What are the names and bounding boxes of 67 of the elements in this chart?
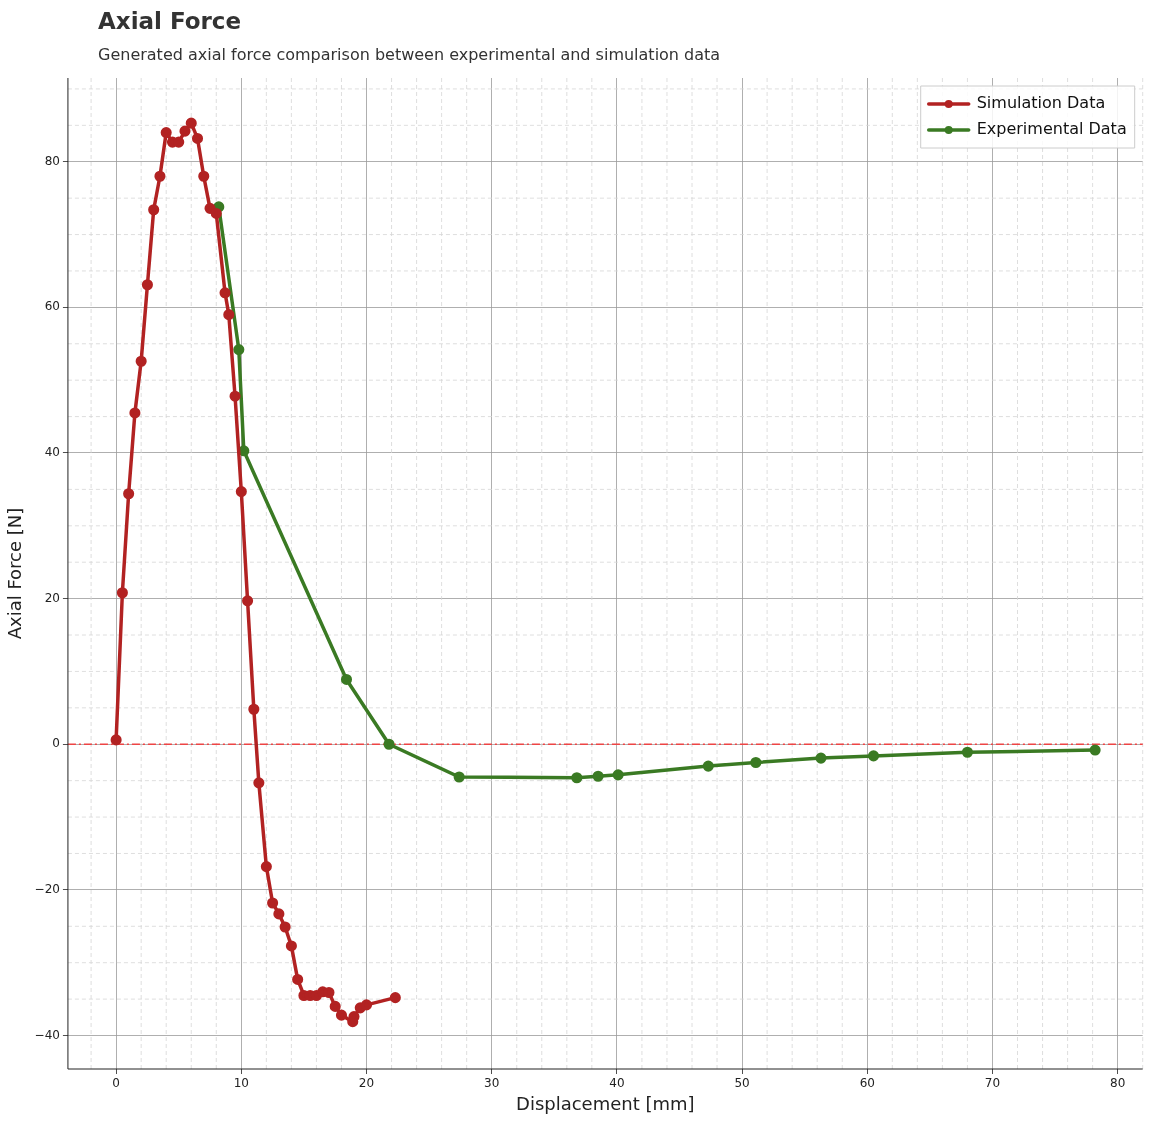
point (329, 1000, 341, 1012)
y-tick-label: −20 (34, 882, 60, 896)
x-tick-label: 30 (484, 1076, 500, 1091)
point (867, 750, 880, 762)
point (267, 897, 279, 909)
chart-title: Axial Force (98, 8, 242, 34)
point (292, 973, 304, 985)
point (160, 127, 172, 139)
point (204, 202, 216, 214)
point (248, 703, 260, 715)
point (389, 992, 401, 1004)
point (702, 760, 714, 772)
point (285, 940, 297, 952)
y-tick-label: −40 (34, 1027, 60, 1042)
point (242, 595, 254, 607)
point (135, 355, 147, 367)
point (129, 407, 141, 419)
point (210, 207, 222, 219)
y-tick-label: 80 (44, 153, 60, 168)
point (273, 908, 285, 920)
y-tick-label: 60 (44, 299, 60, 314)
point (340, 673, 353, 685)
point (750, 756, 762, 768)
point (141, 279, 153, 291)
point (219, 287, 231, 299)
point (383, 738, 395, 750)
point (185, 117, 197, 129)
y-axis-title: Axial Force [N] (4, 507, 26, 640)
point (110, 734, 122, 746)
point (279, 921, 291, 933)
point (571, 772, 583, 784)
point (229, 390, 241, 402)
point (453, 771, 465, 783)
x-tick-label: 0 (112, 1076, 120, 1091)
point (253, 777, 265, 789)
y-tick-label: 0 (52, 736, 60, 751)
chart-subtitle: Generated axial force comparison between experimental and simulation data (98, 45, 721, 64)
point (612, 769, 624, 781)
point (191, 132, 204, 144)
point (360, 999, 373, 1011)
point (233, 344, 245, 356)
point (961, 746, 973, 758)
point (148, 204, 160, 216)
x-tick-label: 80 (1110, 1076, 1126, 1091)
y-tick-label: 20 (44, 590, 60, 605)
point (198, 170, 210, 182)
x-tick-label: 70 (984, 1076, 1001, 1091)
point (179, 125, 191, 137)
legend-label: Experimental Data (976, 119, 1127, 139)
x-tick-label: 50 (734, 1076, 750, 1091)
point (815, 752, 827, 764)
x-tick-label: 40 (609, 1076, 625, 1091)
x-axis-title: Displacement [mm] (516, 1092, 695, 1114)
point (335, 1009, 348, 1021)
legend-label: Simulation Data (976, 93, 1106, 113)
y-tick-label: 40 (44, 445, 60, 460)
point (116, 587, 128, 599)
point (260, 861, 272, 873)
point (235, 486, 247, 498)
point (592, 770, 604, 782)
point (154, 170, 166, 182)
point (223, 309, 235, 321)
x-tick-label: 20 (358, 1076, 375, 1091)
point (123, 488, 135, 500)
point (1089, 744, 1101, 756)
x-tick-label: 60 (859, 1076, 875, 1091)
x-tick-label: 10 (233, 1076, 249, 1091)
